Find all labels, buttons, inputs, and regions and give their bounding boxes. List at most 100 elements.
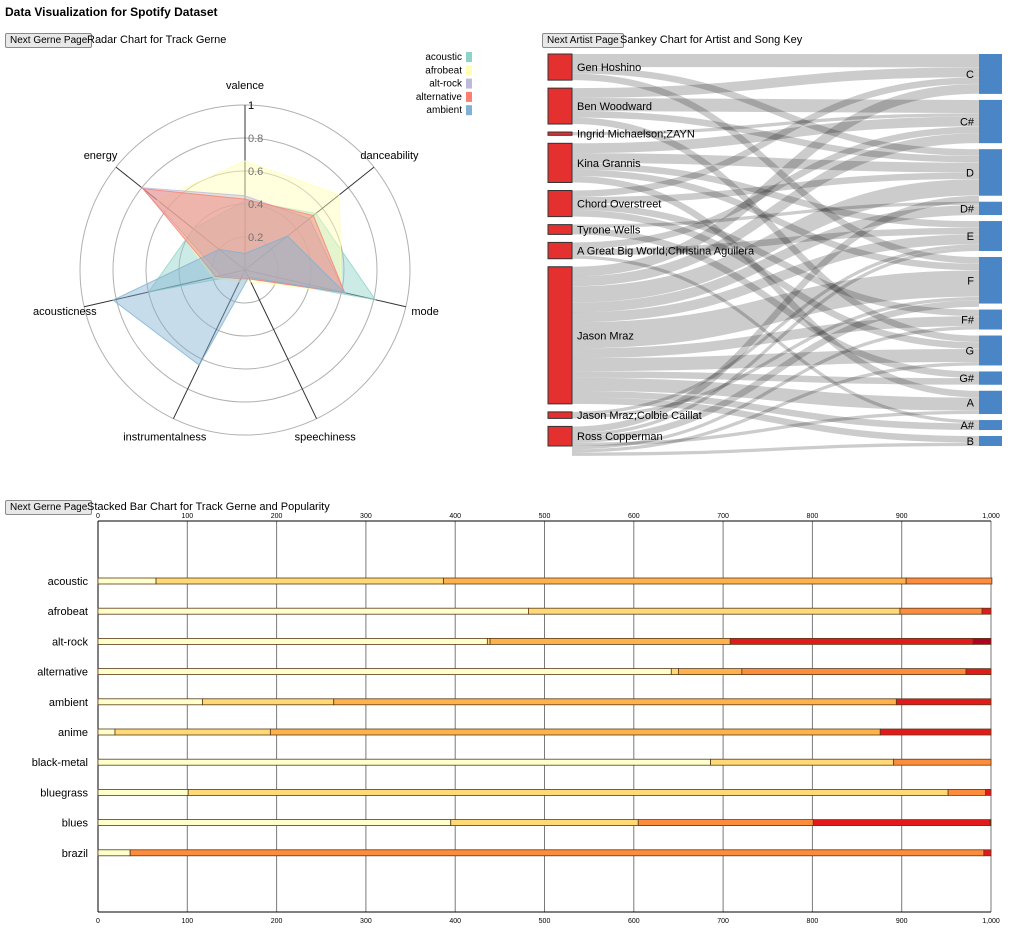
sankey-source-label: A Great Big World;Christina Aguilera [577,246,755,258]
radar-ring-label: 0.2 [248,232,263,244]
bar-segment [985,789,992,796]
sankey-link [571,296,980,419]
sankey-link [571,84,980,277]
sankey-target-label: B [967,436,974,448]
sankey-target-node [979,436,1002,446]
sankey-link [571,201,980,228]
sankey-link [571,162,980,228]
sankey-target-label: E [967,231,974,243]
sankey-target-node [979,149,1002,196]
bar-segment [528,607,901,615]
page-title: Data Visualization for Spotify Dataset [5,5,218,19]
sankey-source-node [547,224,573,235]
sankey-target-node [979,309,1002,330]
bar-category-label: bluegrass [40,787,88,799]
bar-top-tick-label: 700 [717,513,729,520]
sankey-target-node [979,256,1002,304]
sankey-target-node [979,201,1002,216]
bar-segment [486,638,491,645]
sankey-link [571,227,980,256]
bar-segment [729,638,974,645]
sankey-target-node [979,54,1002,94]
sankey-target-label: G [965,345,974,357]
bar-bottom-tick-label: 500 [539,918,551,925]
bar-segment [489,638,731,645]
sankey-link [571,77,980,198]
bar-segment [895,698,992,706]
sankey-link [571,316,980,359]
sankey-source-node [547,411,573,419]
sankey-link [571,169,980,271]
radar-area-ambient [112,235,347,366]
bar-segment [637,819,814,826]
sankey-link [571,442,980,456]
sankey-source-label: Ben Woodward [577,101,652,113]
bar-segment [989,819,992,826]
bar-segment [187,789,949,796]
sankey-source-label: Ross Copperman [577,431,663,443]
sankey-link [571,195,980,433]
bar-segment [97,849,131,857]
bar-next-genre-page-button[interactable]: Next Gerne Page [5,500,93,515]
sankey-link [571,133,980,287]
sankey-target-node [979,390,1002,415]
bar-category-label: brazil [62,848,88,860]
bar-top-tick-label: 800 [807,513,819,520]
radar-axis-line [244,269,318,419]
sankey-next-artist-page-button[interactable]: Next Artist Page [542,33,624,48]
stacked-bar-chart [97,520,993,913]
legend-swatch-ambient [466,105,472,116]
sankey-target-label: D [966,167,974,179]
sankey-link [571,153,980,173]
bar-segment [202,698,335,706]
bar-bottom-tick-label: 800 [807,918,819,925]
bar-segment [97,638,488,645]
bar-top-tick-label: 500 [539,513,551,520]
bar-top-tick-label: 0 [96,513,100,520]
bar-segment [97,607,529,615]
bar-category-label: alternative [37,667,88,679]
bar-segment [678,668,743,675]
bar-segment [947,789,987,796]
radar-axis-line [244,269,406,308]
sankey-link [571,377,980,411]
bar-segment [972,638,992,645]
sankey-target-label: F# [961,315,975,327]
sankey-link [571,270,980,349]
bar-segment [129,849,985,857]
bar-segment [97,728,116,736]
sankey-link [571,203,980,317]
legend-swatch-alt-rock [466,78,472,89]
bar-segment [97,698,203,706]
bar-segment [899,607,983,615]
bar-bottom-tick-label: 0 [96,918,100,925]
bar-bottom-tick-label: 200 [271,918,283,925]
sankey-source-label: Jason Mraz;Colbie Caillat [577,410,702,422]
sankey-link [571,113,980,136]
sankey-link [571,117,980,343]
sankey-target-node [979,371,1002,385]
legend-label-alt-rock: alt-rock [429,79,463,90]
sankey-source-node [547,53,573,81]
sankey-target-label: G# [959,373,975,385]
sankey-link [571,116,980,154]
sankey-target-node [979,99,1002,144]
bar-top-tick-label: 200 [271,513,283,520]
sankey-link [571,97,980,114]
sankey-source-node [547,241,573,260]
sankey-source-label: Ingrid Michaelson;ZAYN [577,129,695,141]
sankey-link [571,175,980,398]
sankey-link [571,362,980,453]
sankey-target-node [979,335,1002,366]
sankey-source-label: Chord Overstreet [577,199,661,211]
bar-category-label: afrobeat [48,606,88,618]
bar-top-tick-label: 300 [360,513,372,520]
legend-swatch-afrobeat [466,65,472,76]
sankey-source-node [547,131,573,136]
sankey-link [571,234,980,323]
sankey-link [571,205,980,313]
bar-bottom-tick-label: 600 [628,918,640,925]
radar-ring-label: 0.4 [248,199,263,211]
radar-next-genre-page-button[interactable]: Next Gerne Page [5,33,93,48]
